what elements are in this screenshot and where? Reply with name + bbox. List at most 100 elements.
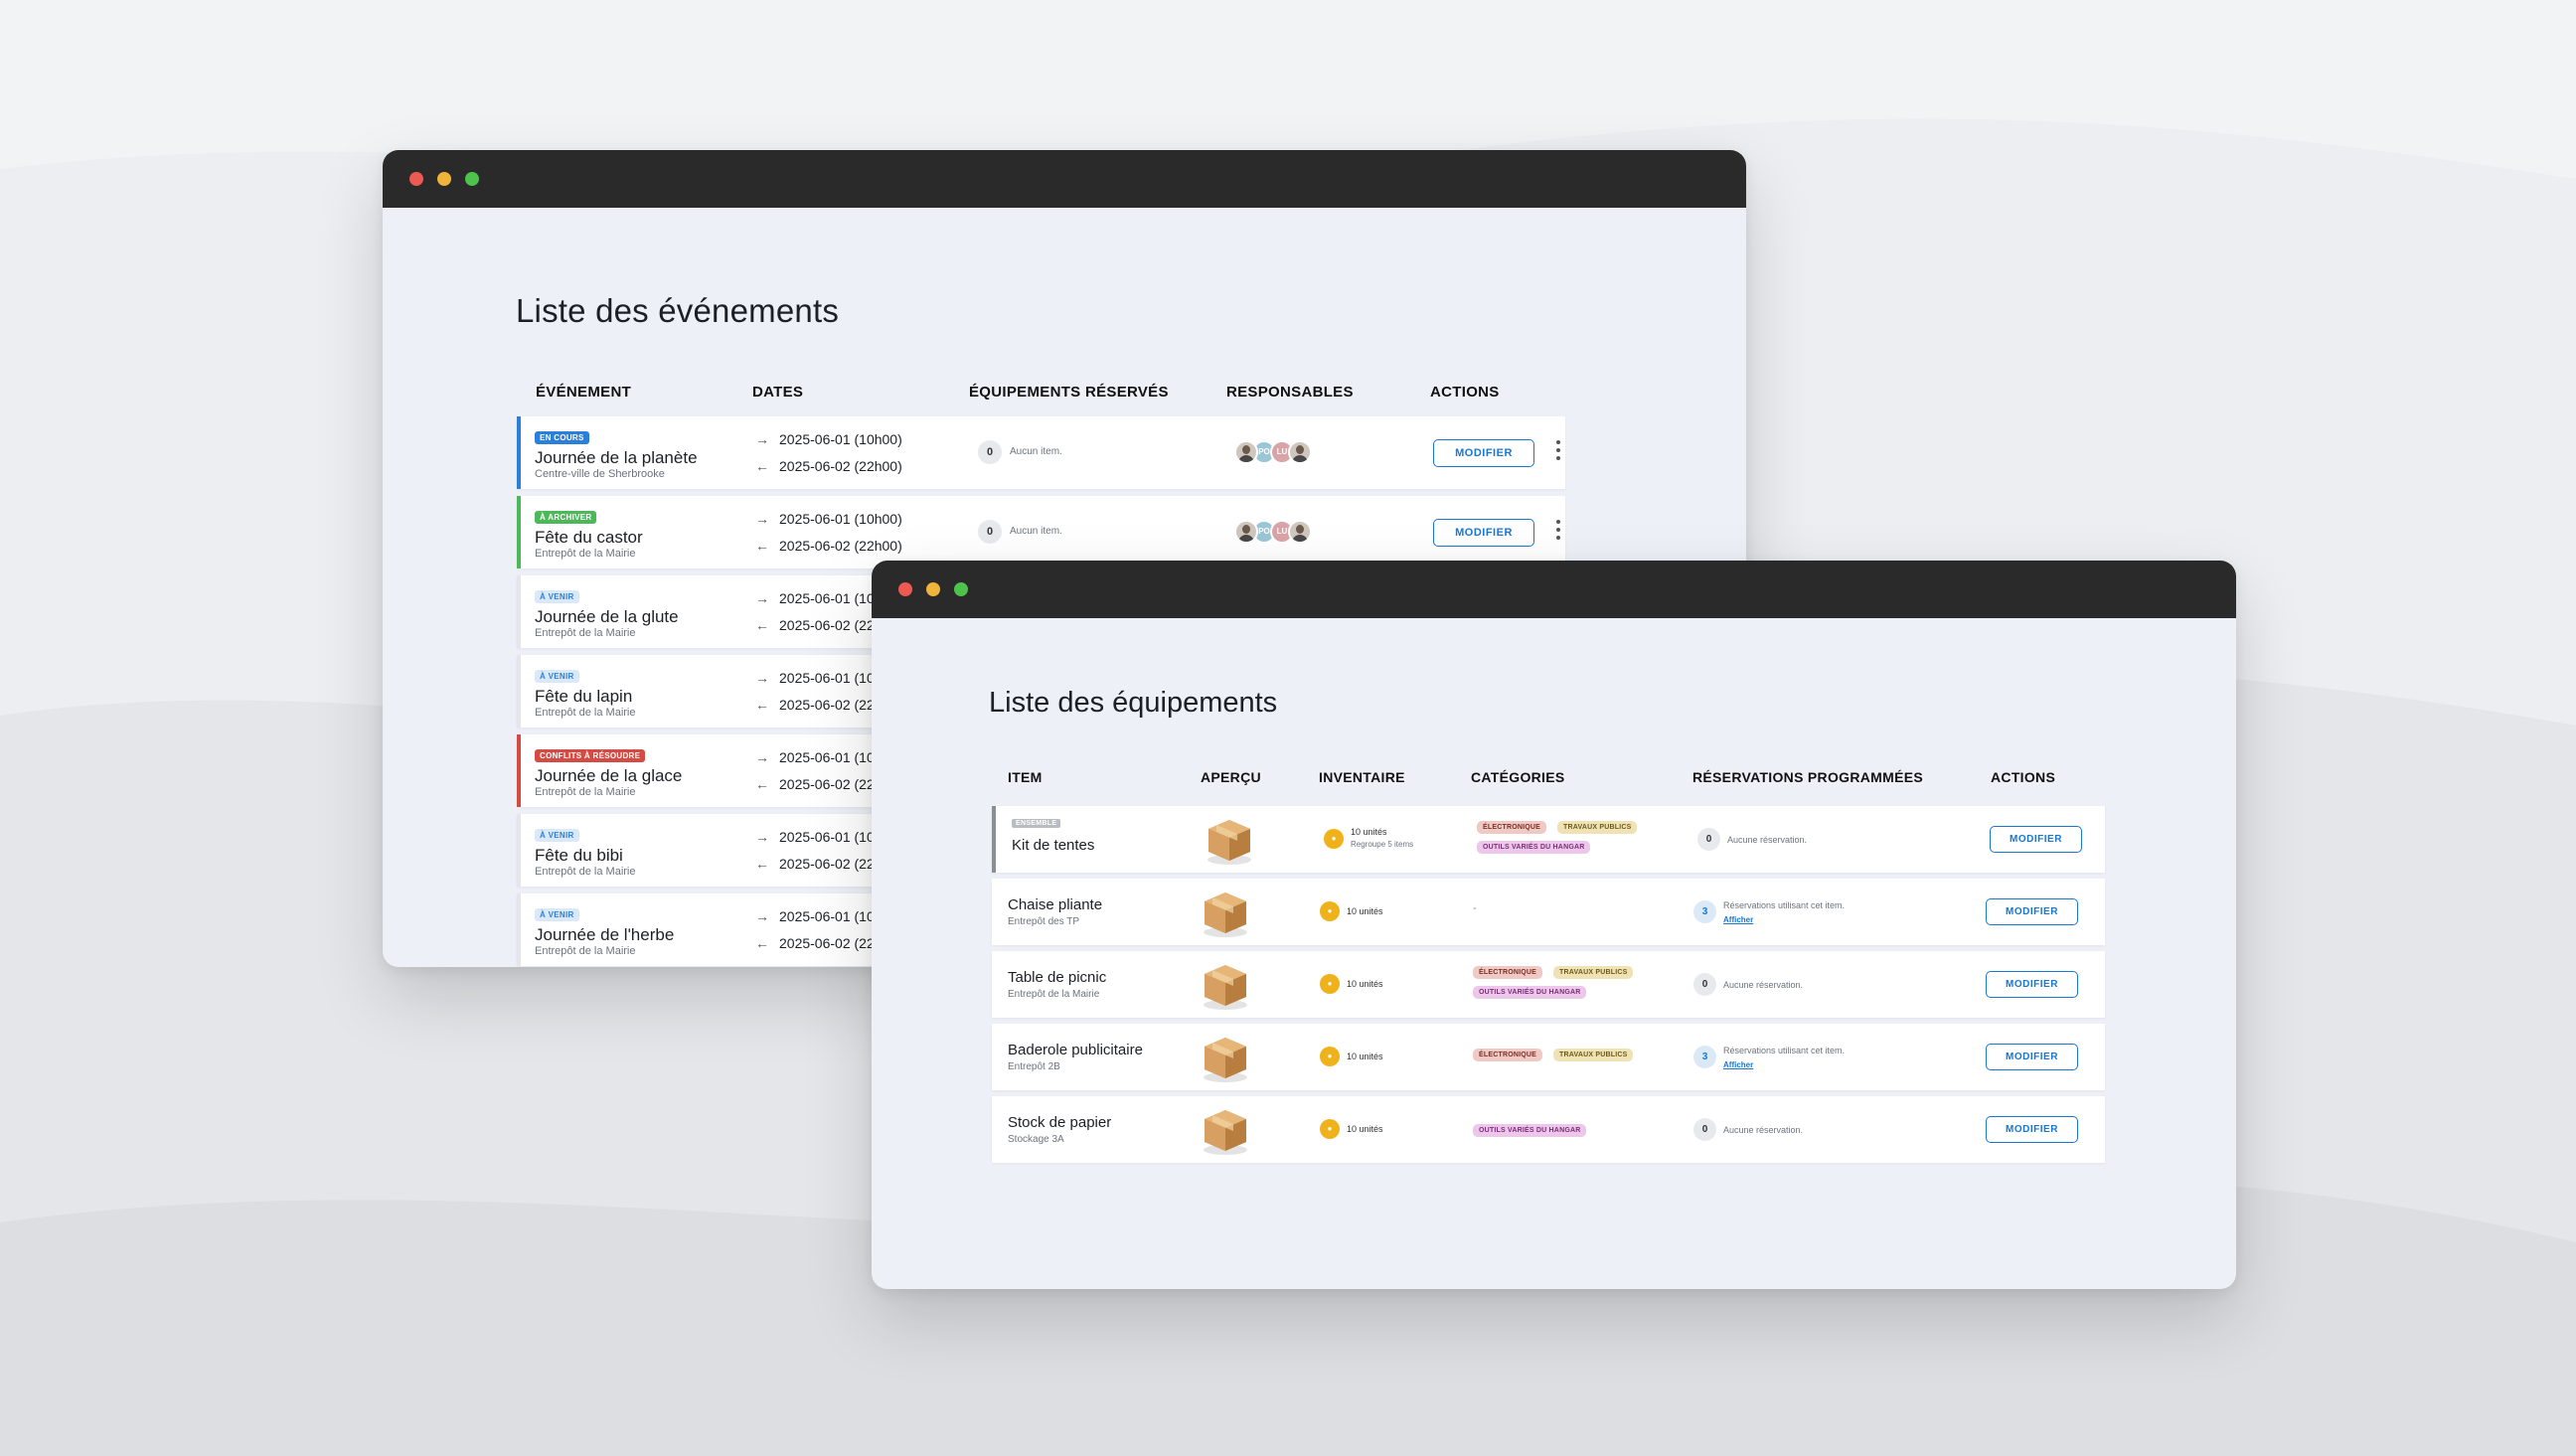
reservation-count-badge: 0	[1693, 973, 1716, 996]
event-start-date: → 2025-06-01 (10h00)	[755, 829, 902, 845]
window-titlebar	[383, 150, 1746, 208]
end-date-text: 2025-06-02 (22h00)	[779, 776, 902, 792]
page-title: Liste des équipements	[989, 687, 1278, 719]
event-name[interactable]: Journée de la planète	[535, 448, 698, 467]
modify-button[interactable]: MODIFIER	[1986, 971, 2078, 998]
column-header-inventory: INVENTAIRE	[1319, 769, 1405, 785]
item-location: Entrepôt de la Mairie	[1008, 989, 1100, 1000]
equipment-window: Liste des équipements ITEM APERÇU INVENT…	[872, 561, 2236, 1289]
item-name[interactable]: Baderole publicitaire	[1008, 1042, 1143, 1058]
end-date-text: 2025-06-02 (22h00)	[779, 458, 902, 474]
item-name[interactable]: Chaise pliante	[1008, 896, 1103, 913]
event-row[interactable]: À ARCHIVER Fête du castor Entrepôt de la M…	[517, 496, 1565, 568]
column-header-actions: ACTIONS	[1991, 769, 2056, 785]
event-start-date: → 2025-06-01 (10h00)	[755, 511, 902, 527]
minimize-window-icon[interactable]	[437, 172, 451, 186]
column-header-event: ÉVÉNEMENT	[536, 384, 632, 401]
event-name[interactable]: Fête du castor	[535, 528, 643, 547]
reservation-summary: Aucune réservation.	[1723, 1125, 1804, 1135]
event-name[interactable]: Journée de la glace	[535, 766, 683, 785]
show-reservations-link[interactable]: Afficher	[1723, 1060, 1754, 1069]
category-chip: OUTILS VARIÉS DU HANGAR	[1473, 1124, 1587, 1137]
equipment-row[interactable]: ENSEMBLE Kit de tentes ● 10 unités Regroupe …	[992, 806, 2105, 873]
arrow-right-icon: →	[755, 829, 769, 845]
modify-button[interactable]: MODIFIER	[1433, 519, 1534, 547]
equipment-row[interactable]: Table de picnic Entrepôt de la Mairie ● 10 …	[992, 951, 2105, 1018]
item-name[interactable]: Stock de papier	[1008, 1114, 1112, 1131]
inventory-count: 10 unités	[1347, 1052, 1383, 1061]
event-name[interactable]: Journée de la glute	[535, 607, 679, 626]
status-badge: CONFLITS À RÉSOUDRE	[535, 749, 646, 762]
minimize-window-icon[interactable]	[926, 582, 940, 596]
column-header-equipment: ÉQUIPEMENTS RÉSERVÉS	[969, 384, 1169, 401]
maximize-window-icon[interactable]	[954, 582, 968, 596]
avatar[interactable]	[1288, 440, 1312, 464]
more-options-icon[interactable]	[1554, 520, 1562, 546]
arrow-right-icon: →	[755, 908, 769, 924]
start-date-text: 2025-06-01 (10h00)	[779, 908, 902, 924]
end-date-text: 2025-06-02 (22h00)	[779, 935, 902, 951]
item-name[interactable]: Kit de tentes	[1012, 837, 1095, 854]
start-date-text: 2025-06-01 (10h00)	[779, 590, 902, 606]
close-window-icon[interactable]	[409, 172, 423, 186]
window-titlebar	[872, 561, 2236, 618]
column-header-responsibles: RESPONSABLES	[1226, 384, 1354, 401]
event-end-date: ← 2025-06-02 (22h00)	[755, 776, 902, 792]
modify-button[interactable]: MODIFIER	[1986, 898, 2078, 925]
event-start-date: → 2025-06-01 (10h00)	[755, 670, 902, 686]
maximize-window-icon[interactable]	[465, 172, 479, 186]
inventory-icon: ●	[1320, 974, 1340, 994]
reservation-summary: Aucune réservation.	[1727, 835, 1808, 845]
end-date-text: 2025-06-02 (22h00)	[779, 538, 902, 554]
avatar[interactable]	[1234, 440, 1258, 464]
equipment-count-badge: 0	[978, 440, 1002, 464]
column-header-reservations: RÉSERVATIONS PROGRAMMÉES	[1692, 769, 1924, 785]
inventory-count: 10 unités	[1351, 827, 1387, 837]
column-header-actions: ACTIONS	[1430, 384, 1500, 401]
item-name[interactable]: Table de picnic	[1008, 969, 1107, 986]
modify-button[interactable]: MODIFIER	[1433, 439, 1534, 467]
box-preview-icon	[1203, 814, 1256, 866]
arrow-left-icon: ←	[755, 935, 769, 951]
category-chip: TRAVAUX PUBLICS	[1553, 966, 1634, 979]
status-badge: À VENIR	[535, 670, 579, 683]
item-location: Stockage 3A	[1008, 1134, 1064, 1145]
more-options-icon[interactable]	[1554, 440, 1562, 466]
equipment-summary: Aucun item.	[1010, 446, 1062, 457]
modify-button[interactable]: MODIFIER	[1986, 1044, 2078, 1070]
avatar[interactable]	[1288, 520, 1312, 544]
event-end-date: ← 2025-06-02 (22h00)	[755, 538, 902, 554]
event-name[interactable]: Fête du lapin	[535, 687, 633, 706]
inventory-icon: ●	[1320, 901, 1340, 921]
equipment-row[interactable]: Chaise pliante Entrepôt des TP ● 10 unités -…	[992, 879, 2105, 945]
event-end-date: ← 2025-06-02 (22h00)	[755, 617, 902, 633]
event-name[interactable]: Fête du bibi	[535, 846, 623, 865]
page-title: Liste des événements	[516, 292, 840, 329]
status-badge: À ARCHIVER	[535, 511, 597, 524]
event-location: Entrepôt de la Mairie	[535, 786, 636, 798]
equipment-row[interactable]: Baderole publicitaire Entrepôt 2B ● 10 unit…	[992, 1024, 2105, 1090]
box-preview-icon	[1199, 1104, 1252, 1156]
show-reservations-link[interactable]: Afficher	[1723, 915, 1754, 924]
column-header-item: ITEM	[1008, 769, 1043, 785]
event-location: Entrepôt de la Mairie	[535, 866, 636, 878]
equipment-row[interactable]: Stock de papier Stockage 3A ● 10 unités OUTI…	[992, 1096, 2105, 1163]
inventory-icon: ●	[1320, 1119, 1340, 1139]
event-row[interactable]: EN COURS Journée de la planète Centre-vill…	[517, 416, 1565, 489]
column-header-dates: DATES	[752, 384, 804, 401]
reservation-count-badge: 3	[1693, 900, 1716, 923]
modify-button[interactable]: MODIFIER	[1990, 826, 2082, 853]
event-start-date: → 2025-06-01 (10h00)	[755, 749, 902, 765]
close-window-icon[interactable]	[898, 582, 912, 596]
box-preview-icon	[1199, 959, 1252, 1011]
modify-button[interactable]: MODIFIER	[1986, 1116, 2078, 1143]
inventory-sub: Regroupe 5 items	[1351, 840, 1414, 849]
avatar[interactable]	[1234, 520, 1258, 544]
event-name[interactable]: Journée de l'herbe	[535, 925, 675, 944]
start-date-text: 2025-06-01 (10h00)	[779, 511, 902, 527]
no-category: -	[1473, 902, 1477, 914]
responsibles-avatars: PO LU	[1234, 440, 1312, 464]
status-badge: À VENIR	[535, 590, 579, 603]
status-badge: EN COURS	[535, 431, 589, 444]
inventory-icon: ●	[1324, 829, 1344, 849]
